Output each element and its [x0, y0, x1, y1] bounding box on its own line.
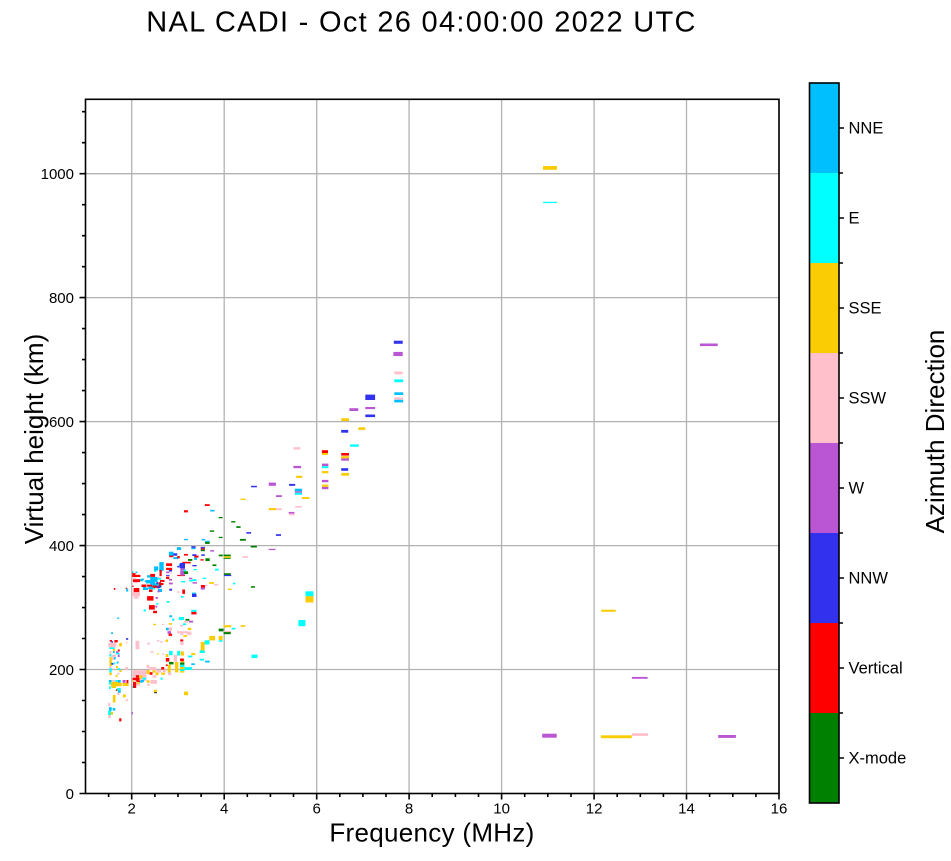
svg-text:200: 200	[49, 662, 74, 679]
svg-text:800: 800	[49, 290, 74, 307]
svg-text:10: 10	[493, 801, 510, 818]
svg-text:6: 6	[313, 801, 321, 818]
svg-text:0: 0	[66, 786, 74, 803]
svg-text:Virtual height (km): Virtual height (km)	[19, 334, 49, 545]
svg-text:NAL CADI - Oct 26 04:00:00 202: NAL CADI - Oct 26 04:00:00 2022 UTC	[146, 7, 697, 39]
svg-text:SSW: SSW	[849, 390, 887, 408]
svg-text:400: 400	[49, 538, 74, 555]
svg-text:E: E	[849, 210, 860, 228]
svg-text:16: 16	[771, 801, 788, 818]
svg-text:Frequency (MHz): Frequency (MHz)	[329, 818, 534, 848]
svg-text:12: 12	[586, 801, 603, 818]
svg-text:8: 8	[405, 801, 413, 818]
svg-text:1000: 1000	[41, 166, 74, 183]
svg-text:NNE: NNE	[849, 120, 884, 138]
svg-text:W: W	[849, 480, 865, 498]
svg-text:2: 2	[128, 801, 136, 818]
svg-text:Azimuth Direction: Azimuth Direction	[920, 330, 950, 534]
svg-text:Vertical: Vertical	[849, 660, 903, 678]
svg-text:NNW: NNW	[849, 570, 889, 588]
svg-text:X-mode: X-mode	[849, 750, 907, 768]
svg-text:14: 14	[678, 801, 695, 818]
svg-text:600: 600	[49, 414, 74, 431]
svg-text:4: 4	[220, 801, 228, 818]
svg-text:SSE: SSE	[849, 300, 882, 318]
